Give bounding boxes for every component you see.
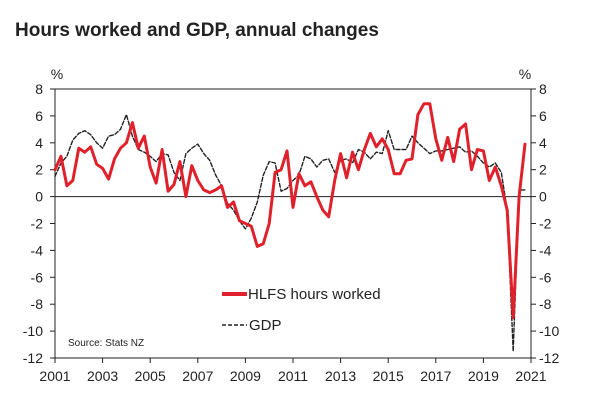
right-tick-label: -2 (539, 216, 552, 232)
left-tick-label: 8 (35, 81, 43, 97)
x-tick-label: 2019 (468, 368, 499, 384)
left-axis: 8 6 4 2 0 -2 -4 -6 -8 -10 -12 (23, 81, 55, 366)
right-tick-label: 6 (539, 108, 547, 124)
right-tick-label: -4 (539, 242, 552, 258)
series-layer (53, 102, 527, 352)
right-axis-unit: % (519, 66, 531, 82)
x-axis: 2001 2003 2005 2007 2009 2011 2013 2015 2017 2019… (39, 358, 547, 384)
left-tick-label: -2 (31, 216, 44, 232)
right-tick-label: 0 (539, 189, 547, 205)
left-tick-label: -10 (23, 323, 43, 339)
left-tick-label: 6 (35, 108, 43, 124)
x-tick-label: 2001 (39, 368, 70, 384)
legend: HLFS hours worked GDP (222, 286, 381, 334)
x-tick-label: 2009 (230, 368, 261, 384)
left-tick-label: -4 (31, 242, 44, 258)
left-tick-label: -6 (31, 269, 44, 285)
x-tick-label: 2015 (373, 368, 404, 384)
series-line-hlfs-hours-worked (53, 102, 527, 320)
left-axis-unit: % (51, 66, 63, 82)
source-note: Source: Stats NZ (68, 338, 144, 349)
right-tick-label: -6 (539, 269, 552, 285)
left-tick-label: 0 (35, 189, 43, 205)
x-tick-label: 2013 (325, 368, 356, 384)
x-tick-label: 2005 (135, 368, 166, 384)
left-tick-label: -12 (23, 350, 43, 366)
x-tick-label: 2011 (278, 368, 308, 384)
x-tick-label: 2007 (182, 368, 213, 384)
x-tick-label: 2003 (87, 368, 118, 384)
right-tick-label: -12 (539, 350, 559, 366)
right-tick-label: 2 (539, 162, 547, 178)
x-tick-label: 2021 (515, 368, 546, 384)
right-axis: 8 6 4 2 0 -2 -4 -6 -8 -10 -12 (531, 81, 559, 366)
right-tick-label: -10 (539, 323, 559, 339)
left-tick-label: -8 (31, 296, 44, 312)
right-tick-label: 4 (539, 135, 547, 151)
right-tick-label: -8 (539, 296, 552, 312)
left-tick-label: 4 (35, 135, 43, 151)
right-tick-label: 8 (539, 81, 547, 97)
x-tick-label: 2017 (420, 368, 451, 384)
legend-label-gdp: GDP (249, 317, 282, 334)
legend-label-hlfs-hours-worked: HLFS hours worked (248, 286, 381, 303)
chart-title: Hours worked and GDP, annual changes (15, 20, 379, 41)
left-tick-label: 2 (35, 162, 43, 178)
